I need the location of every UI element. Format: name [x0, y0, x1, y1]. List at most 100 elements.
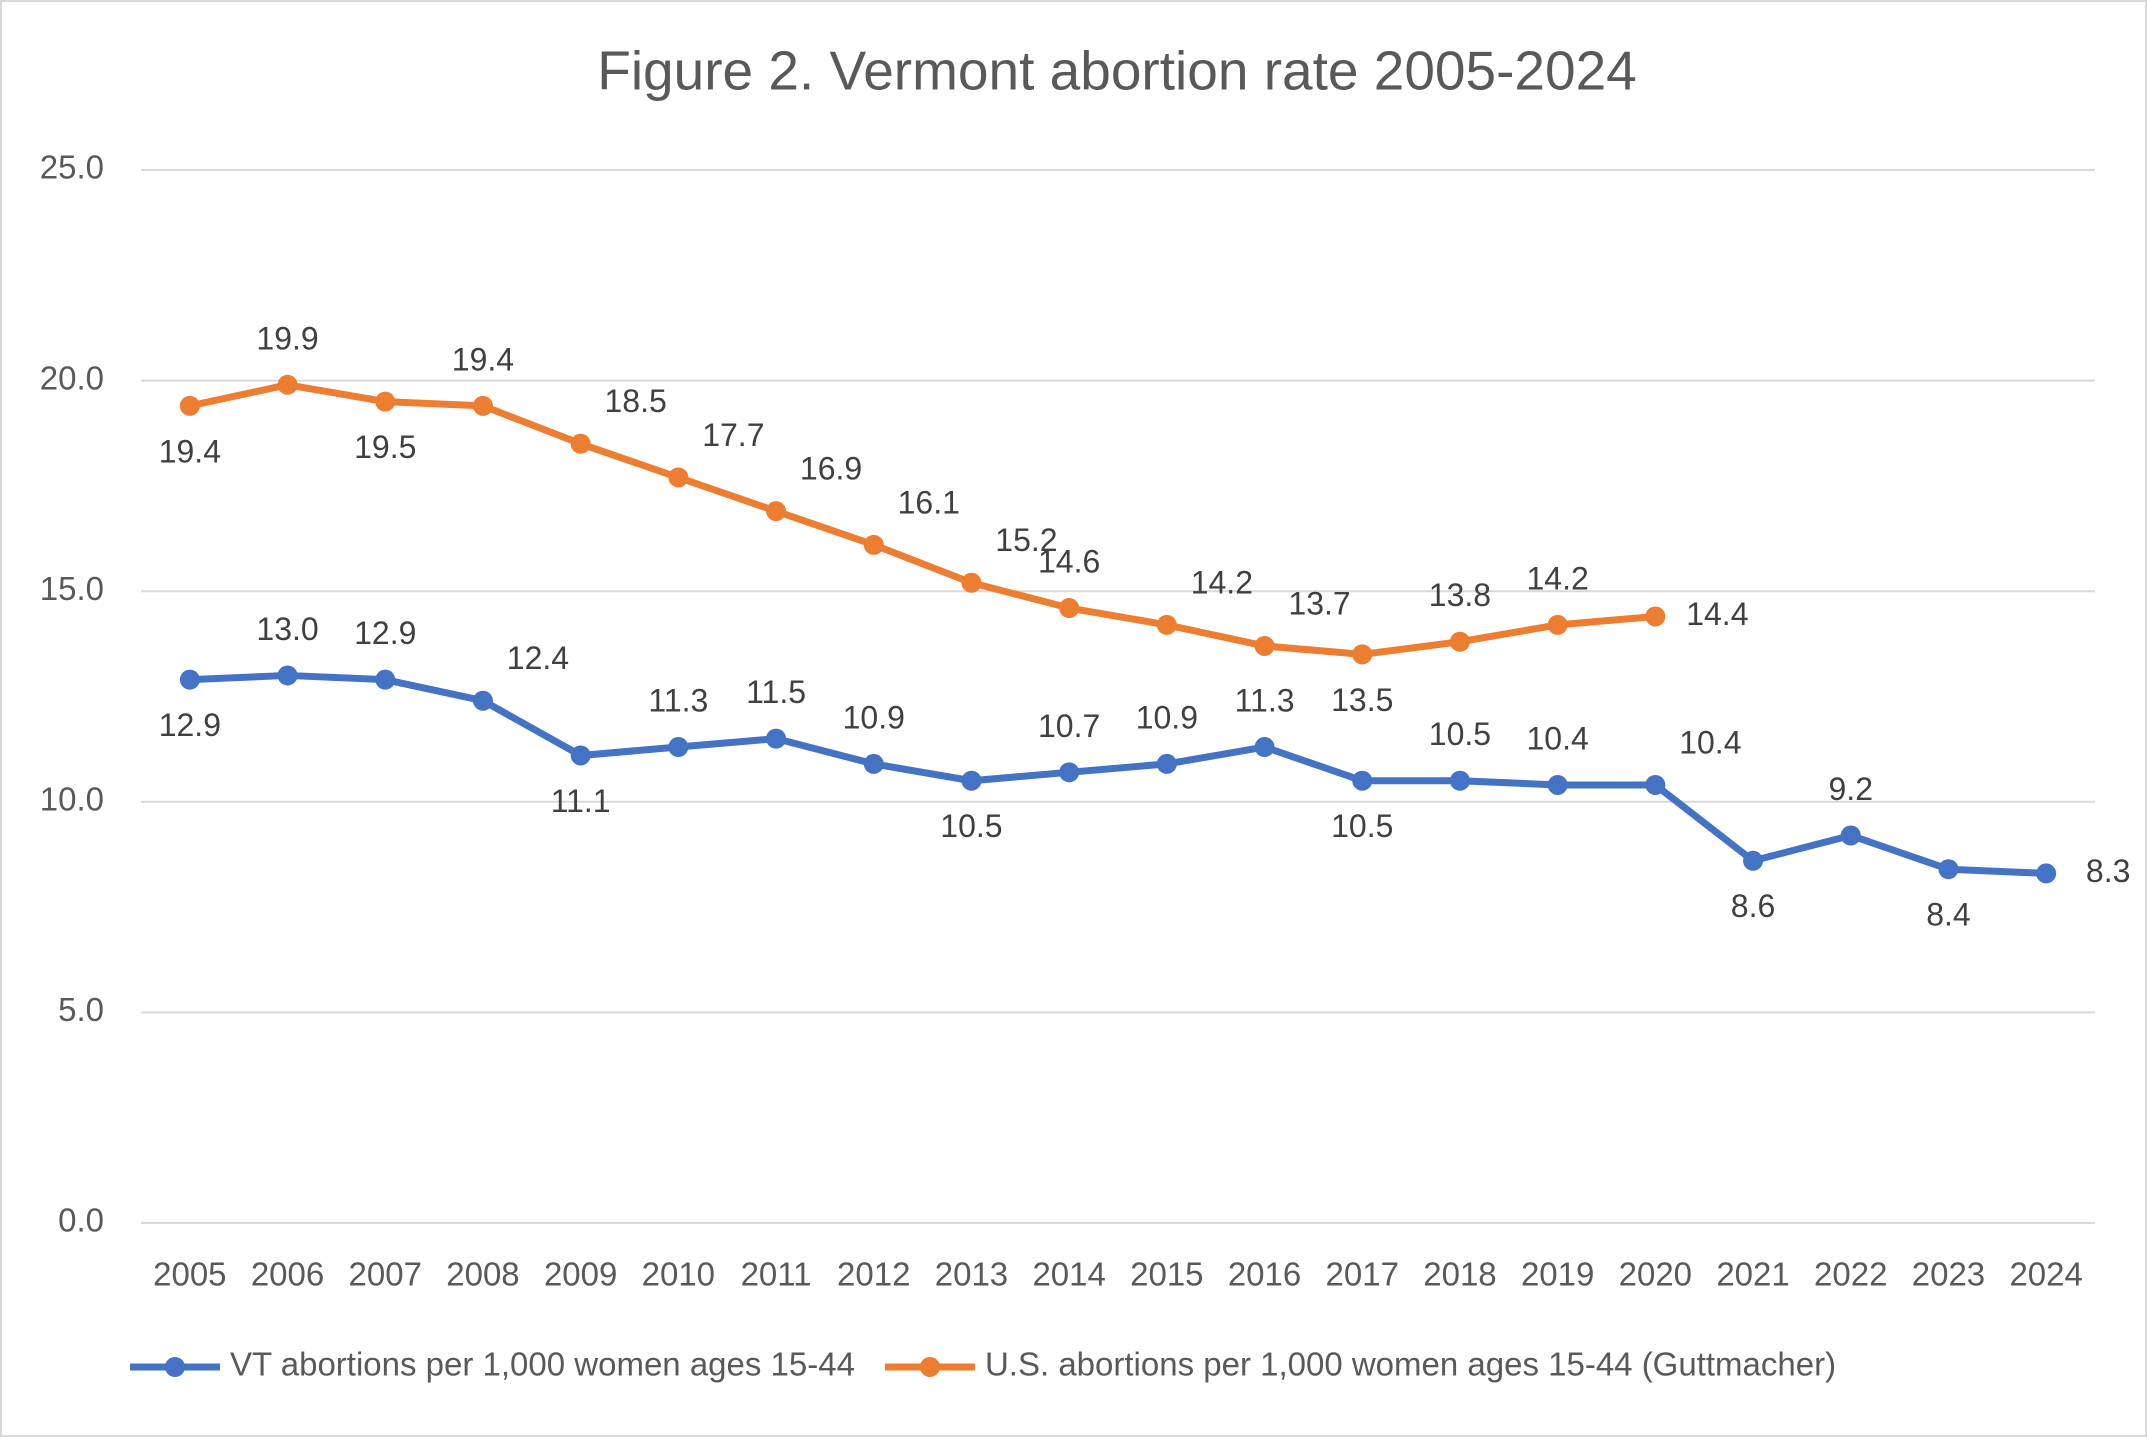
x-tick-label: 2011: [741, 1256, 812, 1293]
data-point: [1352, 644, 1373, 665]
data-point: [961, 770, 982, 791]
data-label: 8.3: [2086, 853, 2130, 889]
x-tick-label: 2014: [1032, 1256, 1105, 1293]
data-point: [570, 745, 591, 766]
data-point: [1254, 737, 1275, 758]
data-point: [277, 665, 298, 686]
data-label: 14.6: [1038, 544, 1100, 580]
data-label: 13.7: [1288, 585, 1350, 621]
data-point: [863, 534, 884, 555]
data-point: [1840, 825, 1861, 846]
x-tick-label: 2007: [349, 1256, 422, 1293]
x-tick-label: 2005: [153, 1256, 226, 1293]
data-point: [1254, 635, 1275, 656]
x-tick-label: 2008: [446, 1256, 519, 1293]
data-point: [766, 728, 787, 749]
data-label: 17.7: [702, 417, 764, 453]
data-point: [1352, 770, 1373, 791]
data-label: 12.9: [354, 615, 416, 651]
x-tick-label: 2010: [642, 1256, 715, 1293]
data-label: 10.4: [1679, 724, 1741, 760]
data-label: 14.2: [1191, 564, 1253, 600]
series-line: [189, 381, 1656, 658]
data-label: 12.4: [507, 640, 569, 676]
data-label: 11.1: [551, 783, 611, 819]
data-point: [1156, 753, 1177, 774]
data-label: 13.0: [256, 611, 318, 647]
data-label: 19.4: [159, 433, 221, 469]
data-label: 10.5: [1331, 808, 1393, 844]
x-tick-label: 2013: [935, 1256, 1008, 1293]
x-tick-label: 2016: [1228, 1256, 1301, 1293]
data-point: [668, 737, 689, 758]
x-tick-label: 2009: [544, 1256, 617, 1293]
data-label: 14.4: [1686, 596, 1748, 632]
data-point: [1645, 606, 1666, 627]
data-point: [961, 572, 982, 593]
data-label: 10.9: [843, 699, 905, 735]
data-point: [1059, 598, 1080, 619]
data-label: 10.5: [940, 808, 1002, 844]
x-tick-label: 2015: [1130, 1256, 1203, 1293]
data-point: [179, 669, 200, 690]
data-label: 8.6: [1731, 888, 1775, 924]
x-tick-label: 2017: [1326, 1256, 1399, 1293]
data-label: 8.4: [1926, 897, 1970, 933]
data-label: 18.5: [605, 383, 667, 419]
data-point: [2036, 863, 2057, 884]
x-tick-label: 2020: [1619, 1256, 1692, 1293]
data-point: [472, 690, 493, 711]
chart-title: Figure 2. Vermont abortion rate 2005-202…: [597, 40, 1637, 102]
x-tick-label: 2021: [1716, 1256, 1789, 1293]
data-point: [766, 501, 787, 522]
y-tick-label: 0.0: [58, 1202, 104, 1239]
x-tick-label: 2022: [1814, 1256, 1887, 1293]
y-tick-label: 10.0: [40, 781, 104, 818]
legend-marker: [165, 1357, 185, 1377]
x-tick-label: 2012: [837, 1256, 910, 1293]
x-tick-label: 2019: [1521, 1256, 1594, 1293]
data-label: 13.8: [1429, 577, 1491, 613]
data-label: 11.3: [1235, 682, 1295, 718]
x-tick-label: 2006: [251, 1256, 324, 1293]
legend-label: U.S. abortions per 1,000 women ages 15-4…: [985, 1346, 1836, 1383]
data-point: [1059, 762, 1080, 783]
data-label: 10.7: [1038, 708, 1100, 744]
data-point: [1547, 614, 1568, 635]
data-label: 11.3: [648, 682, 708, 718]
data-point: [570, 433, 591, 454]
data-point: [375, 391, 396, 412]
data-label: 16.9: [800, 451, 862, 487]
data-label: 10.4: [1527, 720, 1589, 756]
x-tick-label: 2018: [1423, 1256, 1496, 1293]
y-tick-label: 20.0: [40, 359, 104, 396]
series-line: [189, 671, 2047, 877]
data-point: [863, 753, 884, 774]
x-tick-label: 2023: [1912, 1256, 1985, 1293]
data-point: [1938, 859, 1959, 880]
data-point: [1449, 631, 1470, 652]
data-point: [1156, 614, 1177, 635]
data-point: [1743, 850, 1764, 871]
x-tick-label: 2024: [2009, 1256, 2082, 1293]
data-label: 19.9: [256, 320, 318, 356]
data-point: [375, 669, 396, 690]
data-point: [1645, 774, 1666, 795]
data-label: 10.5: [1429, 716, 1491, 752]
data-point: [668, 467, 689, 488]
data-label: 13.5: [1331, 682, 1393, 718]
data-label: 19.4: [452, 341, 514, 377]
data-label: 15.2: [995, 522, 1057, 558]
y-tick-label: 15.0: [40, 570, 104, 607]
legend-marker: [919, 1357, 940, 1377]
data-label: 10.9: [1136, 699, 1198, 735]
y-tick-label: 25.0: [40, 149, 104, 186]
data-label: 11.5: [746, 674, 806, 710]
data-label: 14.2: [1527, 560, 1589, 596]
data-label: 19.5: [354, 429, 416, 465]
data-point: [472, 395, 493, 416]
legend-label: VT abortions per 1,000 women ages 15-44: [230, 1346, 855, 1383]
data-label: 12.9: [159, 707, 221, 743]
